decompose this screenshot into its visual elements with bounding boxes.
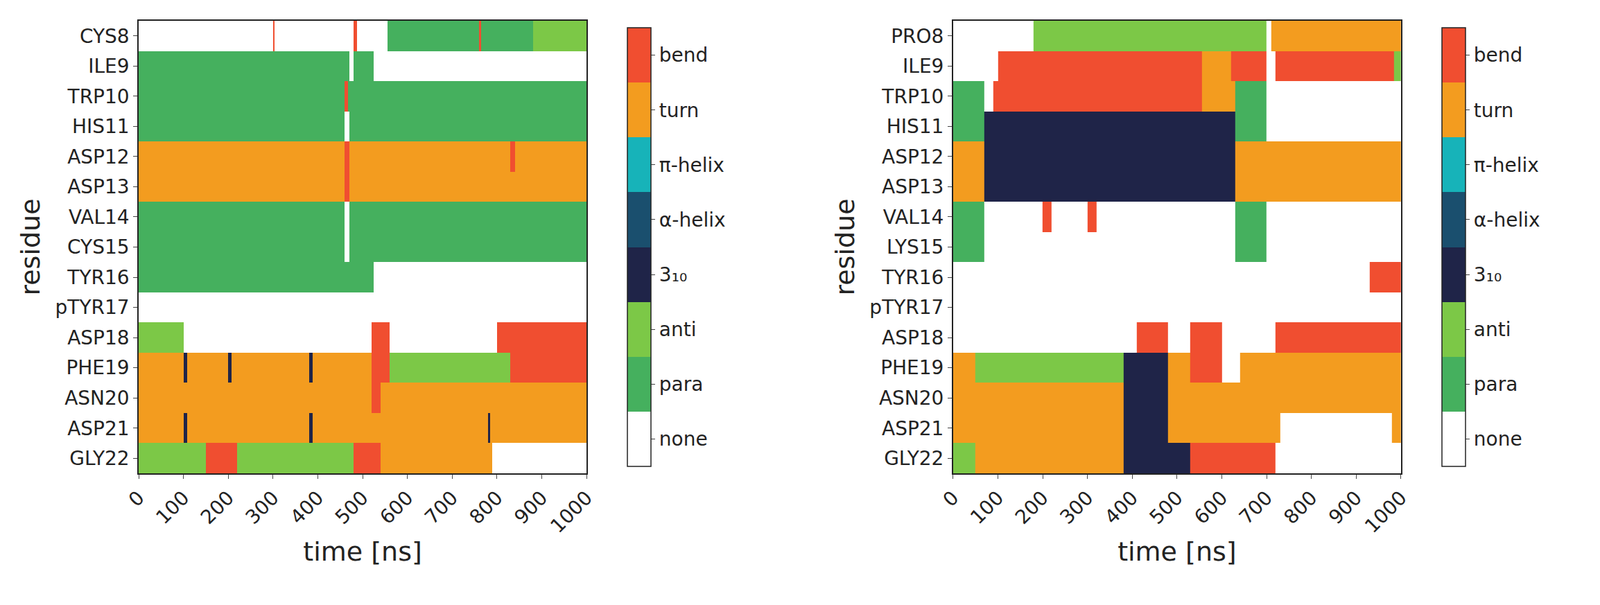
- svg-text:PHE19: PHE19: [880, 356, 944, 380]
- svg-text:200: 200: [1010, 486, 1054, 529]
- svg-text:300: 300: [1055, 486, 1098, 529]
- svg-text:0: 0: [938, 486, 964, 512]
- svg-text:800: 800: [1279, 486, 1322, 529]
- svg-text:CYS8: CYS8: [79, 24, 130, 48]
- svg-text:GLY22: GLY22: [883, 447, 944, 471]
- svg-text:PHE19: PHE19: [65, 356, 129, 380]
- svg-text:ILE9: ILE9: [88, 54, 129, 78]
- svg-text:TRP10: TRP10: [881, 85, 944, 109]
- svg-text:500: 500: [1145, 486, 1188, 529]
- svg-text:bend: bend: [659, 43, 709, 67]
- svg-text:1000: 1000: [1360, 486, 1412, 538]
- svg-text:GLY22: GLY22: [69, 447, 129, 471]
- svg-text:α-helix: α-helix: [659, 208, 726, 232]
- svg-text:none: none: [659, 427, 708, 451]
- svg-text:TYR16: TYR16: [881, 266, 944, 290]
- svg-text:ILE9: ILE9: [902, 54, 944, 78]
- svg-text:200: 200: [196, 486, 239, 529]
- svg-text:para: para: [1473, 372, 1519, 396]
- svg-text:π-helix: π-helix: [659, 153, 725, 177]
- svg-text:400: 400: [1100, 486, 1143, 529]
- svg-text:ASP18: ASP18: [67, 326, 129, 350]
- svg-text:800: 800: [465, 486, 508, 529]
- svg-text:300: 300: [241, 486, 284, 529]
- svg-text:VAL14: VAL14: [68, 205, 130, 229]
- svg-text:100: 100: [151, 486, 194, 529]
- svg-text:residue: residue: [15, 198, 46, 296]
- svg-text:ASP21: ASP21: [67, 417, 129, 441]
- svg-text:anti: anti: [1473, 318, 1512, 342]
- svg-text:HIS11: HIS11: [72, 115, 130, 138]
- svg-text:LYS15: LYS15: [886, 235, 944, 259]
- svg-text:turn: turn: [659, 98, 700, 122]
- svg-text:900: 900: [509, 486, 552, 529]
- svg-text:time [ns]: time [ns]: [302, 536, 422, 568]
- svg-text:3₁₀: 3₁₀: [1473, 263, 1502, 287]
- svg-text:ASP13: ASP13: [67, 175, 129, 199]
- svg-text:para: para: [659, 372, 704, 396]
- svg-text:ASN20: ASN20: [879, 386, 945, 410]
- svg-text:ASP12: ASP12: [881, 145, 944, 169]
- svg-text:700: 700: [420, 486, 463, 529]
- svg-text:π-helix: π-helix: [1473, 153, 1539, 177]
- svg-text:ASP13: ASP13: [881, 175, 944, 199]
- svg-text:α-helix: α-helix: [1473, 208, 1541, 232]
- svg-text:500: 500: [330, 486, 373, 529]
- svg-text:pTYR17: pTYR17: [55, 296, 130, 319]
- svg-text:CYS15: CYS15: [67, 235, 130, 259]
- svg-text:TYR16: TYR16: [66, 266, 129, 290]
- svg-text:ASN20: ASN20: [64, 386, 130, 410]
- svg-text:pTYR17: pTYR17: [869, 296, 944, 319]
- svg-text:VAL14: VAL14: [883, 205, 945, 229]
- svg-text:anti: anti: [659, 318, 697, 342]
- svg-text:ASP21: ASP21: [881, 417, 944, 441]
- svg-text:HIS11: HIS11: [886, 115, 945, 138]
- svg-text:400: 400: [285, 486, 328, 529]
- svg-text:3₁₀: 3₁₀: [659, 263, 688, 287]
- svg-text:bend: bend: [1473, 43, 1524, 67]
- svg-text:TRP10: TRP10: [67, 85, 130, 109]
- svg-text:PRO8: PRO8: [890, 24, 944, 48]
- svg-text:residue: residue: [829, 198, 861, 296]
- svg-text:time [ns]: time [ns]: [1117, 536, 1237, 568]
- svg-text:0: 0: [124, 486, 150, 512]
- svg-text:ASP12: ASP12: [67, 145, 129, 169]
- svg-text:1000: 1000: [545, 486, 597, 538]
- svg-text:600: 600: [1189, 486, 1232, 529]
- svg-text:600: 600: [375, 486, 418, 529]
- svg-text:900: 900: [1324, 486, 1367, 529]
- svg-text:ASP18: ASP18: [881, 326, 944, 350]
- svg-text:700: 700: [1234, 486, 1277, 529]
- svg-text:turn: turn: [1473, 98, 1515, 122]
- svg-text:100: 100: [965, 486, 1008, 529]
- svg-text:none: none: [1473, 427, 1523, 451]
